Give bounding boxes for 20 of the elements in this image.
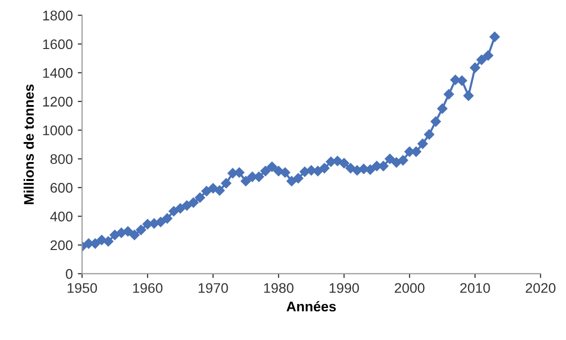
y-tick-label: 1400 [43,68,72,78]
y-axis-title: Millions de tonnes [24,84,34,204]
x-axis-title: Années [286,301,336,312]
y-tick-label: 1600 [43,39,72,50]
y-tick-label: 1000 [43,125,72,136]
x-tick-label: 2000 [394,283,424,293]
y-tick-label: 600 [50,182,72,193]
y-tick-label: 1200 [43,96,72,107]
x-tick-label: 2020 [526,283,556,293]
x-tick-label: 1980 [264,283,294,293]
x-tick-label: 2010 [460,283,490,293]
y-tick-label: 0 [66,269,72,279]
x-tick-label: 1970 [198,283,228,293]
y-tick-label: 400 [50,212,72,222]
y-tick-label: 1800 [43,10,72,20]
y-tick-label: 800 [50,154,72,164]
y-tick-label: 200 [50,240,72,250]
x-tick-label: 1990 [330,283,359,293]
x-tick-label: 1960 [133,283,162,293]
x-tick-label: 1950 [68,283,97,293]
